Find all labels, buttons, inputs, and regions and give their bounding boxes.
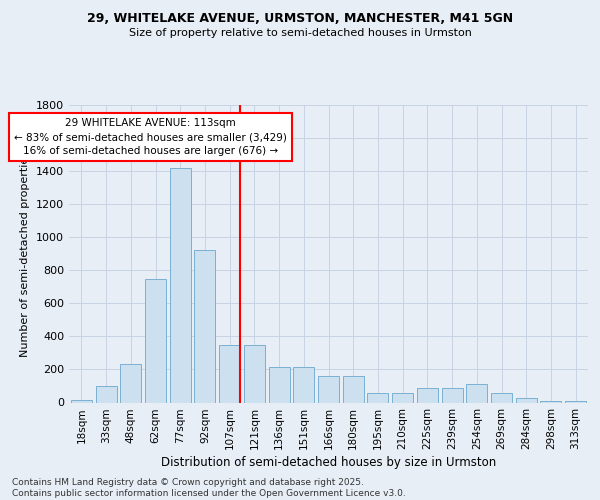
Bar	[219, 346, 240, 403]
Bar	[367, 394, 388, 402]
Bar	[392, 394, 413, 402]
Bar	[343, 376, 364, 402]
Bar	[120, 364, 141, 403]
Y-axis label: Number of semi-detached properties: Number of semi-detached properties	[20, 151, 31, 357]
X-axis label: Distribution of semi-detached houses by size in Urmston: Distribution of semi-detached houses by …	[161, 456, 496, 469]
Bar	[95, 386, 116, 402]
Bar	[491, 392, 512, 402]
Bar	[516, 398, 537, 402]
Bar	[417, 388, 438, 402]
Bar	[318, 376, 339, 402]
Bar	[293, 367, 314, 402]
Bar	[442, 388, 463, 402]
Text: 29, WHITELAKE AVENUE, URMSTON, MANCHESTER, M41 5GN: 29, WHITELAKE AVENUE, URMSTON, MANCHESTE…	[87, 12, 513, 26]
Text: Size of property relative to semi-detached houses in Urmston: Size of property relative to semi-detach…	[128, 28, 472, 38]
Bar	[194, 250, 215, 402]
Bar	[244, 344, 265, 403]
Text: Contains HM Land Registry data © Crown copyright and database right 2025.
Contai: Contains HM Land Registry data © Crown c…	[12, 478, 406, 498]
Bar	[145, 280, 166, 402]
Bar	[170, 168, 191, 402]
Bar	[565, 401, 586, 402]
Bar	[541, 401, 562, 402]
Bar	[269, 367, 290, 402]
Text: 29 WHITELAKE AVENUE: 113sqm
← 83% of semi-detached houses are smaller (3,429)
16: 29 WHITELAKE AVENUE: 113sqm ← 83% of sem…	[14, 118, 287, 156]
Bar	[71, 400, 92, 402]
Bar	[466, 384, 487, 402]
